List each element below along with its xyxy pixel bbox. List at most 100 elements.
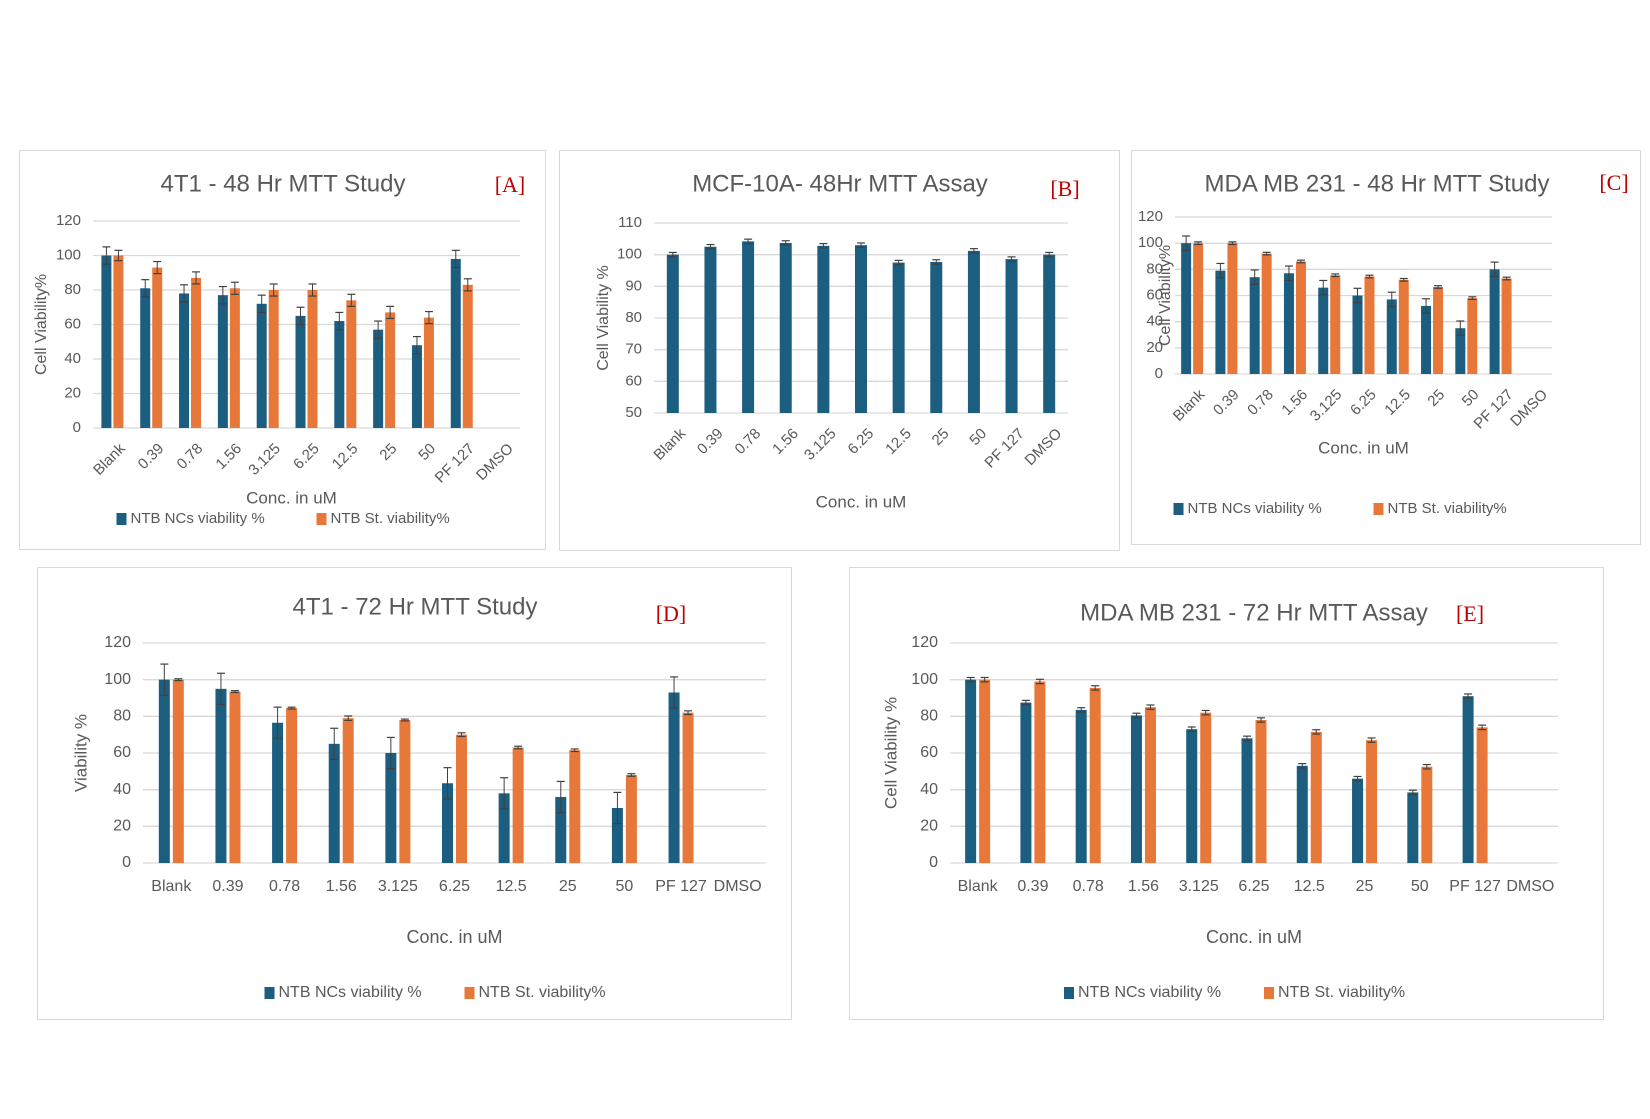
bar-nc <box>1489 269 1500 374</box>
bar-st <box>1200 712 1212 863</box>
legend: NTB NCs viability % NTB St. viability% <box>116 510 450 527</box>
x-tick-label: 6.25 <box>845 425 878 458</box>
x-tick-label: 12.5 <box>496 878 527 895</box>
bar-st <box>172 679 184 863</box>
bar-st <box>1421 766 1433 863</box>
bar-nc <box>179 293 190 428</box>
bar-nc <box>1130 715 1142 863</box>
x-tick-label: Blank <box>1170 386 1209 425</box>
y-tick-label: 100 <box>617 246 642 263</box>
bar-nc <box>1421 305 1432 374</box>
panel-label: [A] <box>495 172 526 197</box>
bar-nc <box>704 246 717 413</box>
y-tick-label: 60 <box>113 744 131 761</box>
y-tick-label: 60 <box>64 315 81 332</box>
y-tick-label: 120 <box>911 634 938 651</box>
y-tick-label: 120 <box>104 634 131 651</box>
bar-st <box>1255 720 1267 863</box>
legend-label-nc: NTB NCs viability % <box>1188 500 1322 517</box>
x-tick-label: 0.78 <box>1244 386 1277 419</box>
bar-nc <box>1386 299 1397 374</box>
x-tick-label: 25 <box>1356 878 1374 895</box>
y-tick-label: 20 <box>1146 339 1163 356</box>
y-tick-label: 80 <box>625 309 642 326</box>
chart-title: MDA MB 231 - 48 Hr MTT Study <box>1205 170 1550 197</box>
bar-st <box>346 300 357 428</box>
x-axis-title: Conc. in uM <box>246 488 337 507</box>
panel-label: [E] <box>1456 601 1484 626</box>
bar-nc <box>1249 277 1260 374</box>
bar-nc <box>666 254 679 413</box>
bar-st <box>1227 243 1238 374</box>
bar-nc <box>855 245 867 413</box>
x-tick-label: 25 <box>559 878 577 895</box>
legend-label-st: NTB St. viability% <box>331 510 450 527</box>
y-tick-label: 20 <box>64 384 81 401</box>
bar-nc <box>442 783 453 863</box>
bar-nc <box>817 245 830 413</box>
x-tick-label: 50 <box>966 425 990 449</box>
bar-nc <box>1283 273 1294 374</box>
bar-nc <box>1215 270 1226 374</box>
bar-st <box>1398 279 1409 374</box>
bar-st <box>385 312 396 428</box>
bar-st <box>1501 278 1512 374</box>
y-tick-label: 120 <box>1138 208 1163 225</box>
bar-nc <box>256 303 267 428</box>
x-tick-label: Blank <box>151 878 192 895</box>
legend-swatch-st <box>316 513 327 525</box>
y-tick-label: 0 <box>1155 365 1163 382</box>
bar-st <box>1467 298 1478 374</box>
y-tick-label: 60 <box>920 744 938 761</box>
bar-nc <box>334 321 345 428</box>
x-tick-label: 1.56 <box>212 440 245 473</box>
chart-d: 4T1 - 72 Hr MTT Study [D] 0 20 40 60 80 100 120 V… <box>71 593 766 1001</box>
x-tick-label: 0.78 <box>1073 878 1104 895</box>
bar-st <box>1366 740 1378 863</box>
chart-panel-c: MDA MB 231 - 48 Hr MTT Study [C] 0 20 40 60 80… <box>1131 150 1641 545</box>
bar-nc <box>215 688 227 863</box>
y-tick-label: 40 <box>64 350 81 367</box>
y-tick-label: 40 <box>1146 313 1163 330</box>
panel-label: [D] <box>656 601 687 626</box>
x-tick-label: DMSO <box>1507 386 1551 430</box>
x-tick-label: 0.39 <box>1017 878 1048 895</box>
bar-st <box>152 267 163 428</box>
bar-st <box>191 277 202 428</box>
y-tick-label: 100 <box>1138 234 1163 251</box>
y-tick-label: 0 <box>73 419 81 436</box>
bar-st <box>229 288 240 428</box>
x-tick-label: 6.25 <box>439 878 470 895</box>
x-tick-label: 6.25 <box>1238 878 1269 895</box>
y-tick-label: 50 <box>625 404 642 421</box>
x-tick-label: 1.56 <box>326 878 357 895</box>
bar-nc <box>295 315 306 428</box>
bar-st <box>1034 681 1046 863</box>
legend-swatch-nc <box>1064 987 1074 999</box>
x-tick-label: 3.125 <box>245 440 284 479</box>
x-tick-label: 3.125 <box>378 878 418 895</box>
y-tick-label: 100 <box>56 246 81 263</box>
y-tick-label: 70 <box>625 341 642 358</box>
x-tick-label: 12.5 <box>1294 878 1325 895</box>
bar-nc <box>217 295 228 428</box>
bar-st <box>1310 731 1322 863</box>
legend-label-nc: NTB NCs viability % <box>1078 984 1221 1001</box>
x-tick-label: PF 127 <box>655 878 707 895</box>
chart-panel-b: MCF-10A- 48Hr MTT Assay [B] 50 60 70 80 90 100 1… <box>559 150 1120 551</box>
x-axis-title: Conc. in uM <box>816 492 907 511</box>
bar-st <box>1261 253 1272 374</box>
x-tick-label: 50 <box>415 440 439 464</box>
legend: NTB NCs viability % NTB St. viability% <box>264 984 606 1001</box>
x-tick-label: 12.5 <box>1381 386 1414 419</box>
y-tick-label: 90 <box>625 277 642 294</box>
bar-nc <box>742 241 755 413</box>
bar-nc <box>1020 702 1032 863</box>
bar-nc <box>1181 243 1192 374</box>
chart-e: MDA MB 231 - 72 Hr MTT Assay [E] 0 20 40 60 80… <box>881 599 1558 1001</box>
bar-nc <box>411 345 422 428</box>
x-tick-label: Blank <box>650 425 689 464</box>
bar-nc <box>1005 259 1018 413</box>
bar-st <box>1330 275 1341 374</box>
legend-label-st: NTB St. viability% <box>1388 500 1507 517</box>
